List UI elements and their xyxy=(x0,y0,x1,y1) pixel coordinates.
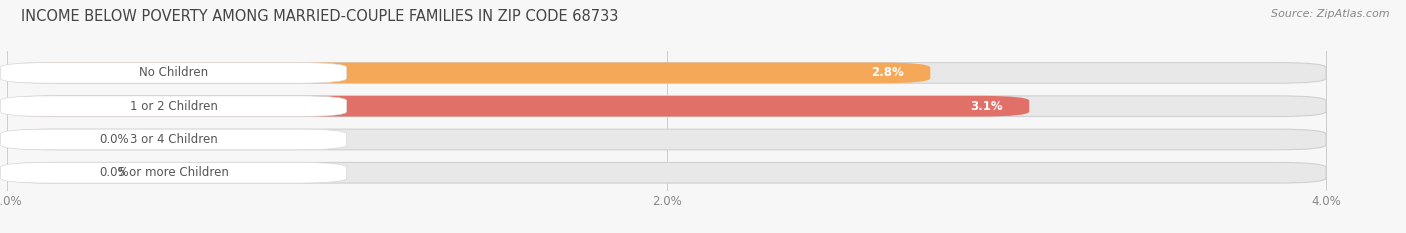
Text: No Children: No Children xyxy=(139,66,208,79)
FancyBboxPatch shape xyxy=(7,129,80,150)
FancyBboxPatch shape xyxy=(7,63,1326,83)
FancyBboxPatch shape xyxy=(0,63,347,83)
FancyBboxPatch shape xyxy=(0,162,347,183)
FancyBboxPatch shape xyxy=(7,63,931,83)
FancyBboxPatch shape xyxy=(0,129,347,150)
FancyBboxPatch shape xyxy=(0,96,347,116)
Text: INCOME BELOW POVERTY AMONG MARRIED-COUPLE FAMILIES IN ZIP CODE 68733: INCOME BELOW POVERTY AMONG MARRIED-COUPL… xyxy=(21,9,619,24)
Text: Source: ZipAtlas.com: Source: ZipAtlas.com xyxy=(1271,9,1389,19)
Text: 3 or 4 Children: 3 or 4 Children xyxy=(129,133,218,146)
Text: 1 or 2 Children: 1 or 2 Children xyxy=(129,100,218,113)
Text: 5 or more Children: 5 or more Children xyxy=(118,166,229,179)
Text: 3.1%: 3.1% xyxy=(970,100,1002,113)
Text: 0.0%: 0.0% xyxy=(100,133,129,146)
FancyBboxPatch shape xyxy=(7,96,1326,116)
FancyBboxPatch shape xyxy=(7,162,80,183)
FancyBboxPatch shape xyxy=(7,162,1326,183)
Text: 2.8%: 2.8% xyxy=(872,66,904,79)
Text: 0.0%: 0.0% xyxy=(100,166,129,179)
FancyBboxPatch shape xyxy=(7,96,1029,116)
FancyBboxPatch shape xyxy=(7,129,1326,150)
